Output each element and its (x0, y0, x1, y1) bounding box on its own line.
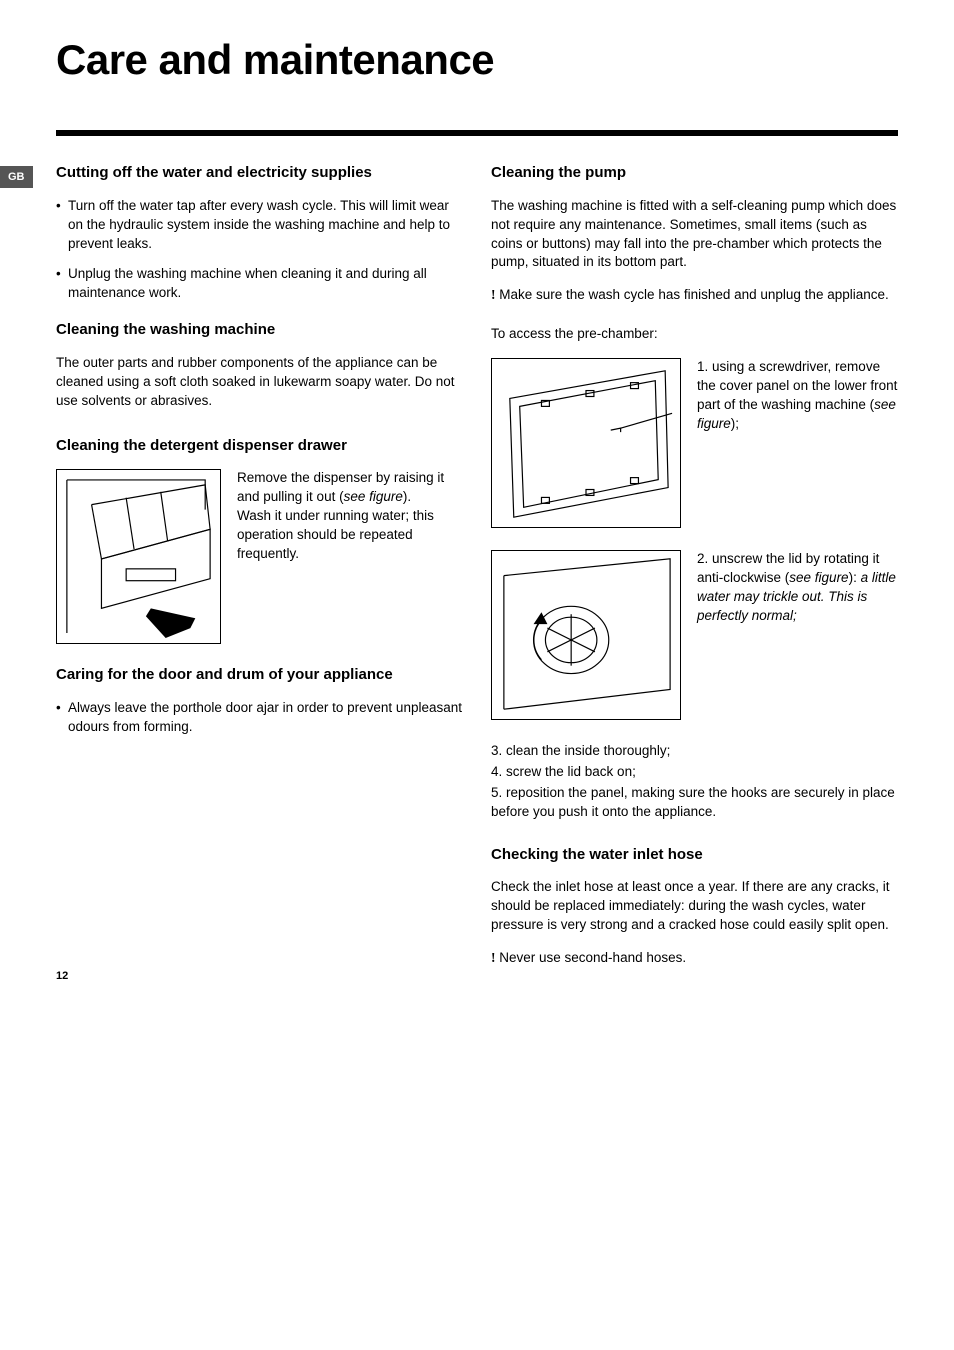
section-title: Caring for the door and drum of your app… (56, 666, 463, 685)
page-title: Care and maintenance (56, 30, 898, 84)
figure-row: 2. unscrew the lid by rotating it anti-c… (491, 550, 898, 720)
panel-illustration-icon (492, 358, 680, 528)
title-rule (56, 130, 898, 136)
page-number: 12 (56, 970, 68, 982)
warning-text: Make sure the wash cycle has finished an… (496, 287, 889, 302)
content-columns: Cutting off the water and electricity su… (56, 154, 898, 982)
paragraph: The washing machine is fitted with a sel… (491, 197, 898, 273)
figure-lid (491, 550, 681, 720)
drawer-illustration-icon (57, 469, 220, 644)
warning-paragraph: ! Never use second-hand hoses. (491, 949, 898, 968)
warning-text: Never use second-hand hoses. (496, 950, 687, 965)
list-item: Unplug the washing machine when cleaning… (56, 265, 463, 303)
section-title: Cleaning the detergent dispenser drawer (56, 437, 463, 456)
left-column: Cutting off the water and electricity su… (56, 154, 463, 982)
figure-panel (491, 358, 681, 528)
caption-text: Remove the dispenser by raising it and p… (237, 470, 444, 504)
step-text: 3. clean the inside thoroughly; (491, 742, 898, 761)
paragraph: The outer parts and rubber components of… (56, 354, 463, 411)
section-title: Checking the water inlet hose (491, 846, 898, 865)
figure-caption: Remove the dispenser by raising it and p… (237, 469, 463, 563)
figure-row: 1. using a screwdriver, remove the cover… (491, 358, 898, 528)
caption-emphasis: see figure (344, 489, 403, 504)
section-title: Cleaning the washing machine (56, 321, 463, 340)
list-item: Always leave the porthole door ajar in o… (56, 699, 463, 737)
bullet-list: Always leave the porthole door ajar in o… (56, 699, 463, 737)
step-text: 4. screw the lid back on; (491, 763, 898, 782)
caption-text: ); (731, 416, 739, 431)
caption-emphasis: see figure (789, 570, 848, 585)
step-text: 5. reposition the panel, making sure the… (491, 784, 898, 822)
list-item: Turn off the water tap after every wash … (56, 197, 463, 254)
section-title: Cleaning the pump (491, 164, 898, 183)
right-column: Cleaning the pump The washing machine is… (491, 154, 898, 982)
caption-text: ): (849, 570, 857, 585)
lid-illustration-icon (492, 550, 680, 720)
paragraph: Check the inlet hose at least once a yea… (491, 878, 898, 935)
figure-drawer (56, 469, 221, 644)
bullet-list: Turn off the water tap after every wash … (56, 197, 463, 303)
figure-caption: 2. unscrew the lid by rotating it anti-c… (697, 550, 898, 626)
region-badge: GB (0, 166, 33, 188)
warning-paragraph: ! Make sure the wash cycle has finished … (491, 286, 898, 305)
caption-text: ). (403, 489, 411, 504)
paragraph: To access the pre-chamber: (491, 325, 898, 344)
figure-row: Remove the dispenser by raising it and p… (56, 469, 463, 644)
caption-text: Wash it under running water; this operat… (237, 508, 434, 561)
figure-caption: 1. using a screwdriver, remove the cover… (697, 358, 898, 434)
caption-text: 1. using a screwdriver, remove the cover… (697, 359, 897, 412)
section-title: Cutting off the water and electricity su… (56, 164, 463, 183)
